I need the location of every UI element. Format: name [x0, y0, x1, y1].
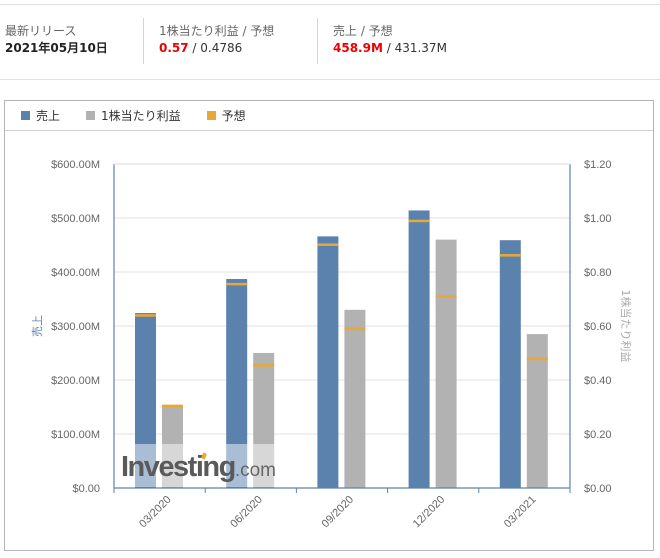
legend-label: 1株当たり利益	[101, 109, 181, 123]
right-axis-tick: $0.60	[584, 321, 612, 333]
revenue-bar[interactable]	[135, 313, 156, 488]
revenue-value: 458.9M / 431.37M	[333, 40, 447, 57]
revenue-actual: 458.9M	[333, 41, 383, 55]
eps-value: 0.57 / 0.4786	[159, 40, 317, 57]
eps-swatch-icon	[86, 111, 96, 120]
legend-item-revenue[interactable]: 売上	[21, 107, 60, 124]
eps-actual: 0.57	[159, 41, 189, 55]
watermark-band	[115, 444, 295, 487]
right-axis-tick: $0.20	[584, 429, 612, 441]
x-axis-label: 03/2021	[502, 494, 539, 531]
eps-forecast-marker[interactable]	[253, 364, 275, 367]
right-axis-tick: $0.80	[584, 267, 612, 279]
left-axis-tick: $500.00M	[51, 213, 100, 225]
eps-forecast-marker[interactable]	[526, 357, 548, 361]
eps-separator: /	[188, 41, 201, 55]
latest-release-value: 2021年05月10日	[5, 41, 108, 55]
revenue-label: 売上 / 予想	[333, 24, 393, 38]
eps-bar[interactable]	[435, 239, 457, 488]
earnings-summary: 最新リリース 2021年05月10日 1株当たり利益 / 予想 0.57 / 0…	[0, 18, 660, 64]
x-axis-label: 12/2020	[411, 494, 448, 531]
left-axis-tick: $600.00M	[51, 159, 100, 171]
right-axis-title: 1株当たり利益	[619, 290, 633, 363]
chart-panel: 売上 1株当たり利益 予想 $0.00 $0.00 $100.00M $0.20 $20…	[4, 100, 654, 551]
summary-divider	[0, 79, 660, 80]
eps-forecast-marker[interactable]	[344, 327, 366, 331]
eps-bar[interactable]	[526, 334, 548, 488]
legend-item-forecast[interactable]: 予想	[206, 107, 246, 124]
revenue-forecast-marker[interactable]	[499, 254, 521, 257]
revenue-bar[interactable]	[499, 240, 521, 488]
x-axis-label: 06/2020	[228, 494, 265, 531]
revenue-forecast-marker[interactable]	[408, 219, 430, 223]
right-axis-tick: $1.00	[584, 213, 612, 225]
revenue-forecast: 431.37M	[394, 41, 447, 55]
left-axis-tick: $300.00M	[51, 321, 100, 333]
revenue-forecast-marker[interactable]	[135, 314, 156, 317]
revenue-swatch-icon	[21, 111, 30, 120]
eps-label: 1株当たり利益 / 予想	[159, 24, 275, 38]
x-axis-label: 03/2020	[137, 494, 174, 531]
eps-stat: 1株当たり利益 / 予想 0.57 / 0.4786	[143, 18, 317, 64]
revenue-bar[interactable]	[317, 236, 339, 488]
eps-forecast: 0.4786	[200, 41, 243, 55]
legend-item-eps[interactable]: 1株当たり利益	[86, 107, 181, 124]
right-axis-tick: $0.40	[584, 375, 612, 387]
revenue-separator: /	[382, 41, 395, 55]
revenue-bar[interactable]	[226, 279, 248, 488]
revenue-bar[interactable]	[408, 210, 430, 488]
left-axis-tick: $200.00M	[51, 375, 100, 387]
eps-bar[interactable]	[253, 353, 275, 488]
left-axis-title: 売上	[31, 315, 44, 337]
forecast-swatch-icon	[206, 111, 216, 120]
eps-forecast-marker[interactable]	[162, 404, 183, 408]
eps-bar[interactable]	[344, 309, 366, 488]
chart-legend: 売上 1株当たり利益 予想	[5, 101, 653, 131]
revenue-forecast-marker[interactable]	[226, 282, 248, 286]
revenue-stat: 売上 / 予想 458.9M / 431.37M	[317, 18, 447, 64]
latest-release-stat: 最新リリース 2021年05月10日	[0, 18, 143, 64]
left-axis-tick: $400.00M	[51, 267, 100, 279]
left-axis-tick: $100.00M	[51, 429, 100, 441]
legend-label: 予想	[221, 109, 246, 123]
right-axis-tick: $1.20	[584, 159, 612, 171]
left-axis-tick: $0.00	[72, 483, 100, 495]
x-axis-label: 09/2020	[320, 494, 357, 531]
eps-bar[interactable]	[162, 407, 183, 488]
eps-forecast-marker[interactable]	[435, 295, 457, 298]
right-axis-tick: $0.00	[584, 483, 612, 495]
latest-release-label: 最新リリース	[5, 24, 77, 38]
logo-accent-icon	[201, 452, 207, 460]
legend-label: 売上	[36, 109, 61, 123]
top-divider	[0, 4, 660, 5]
revenue-forecast-marker[interactable]	[317, 243, 339, 246]
